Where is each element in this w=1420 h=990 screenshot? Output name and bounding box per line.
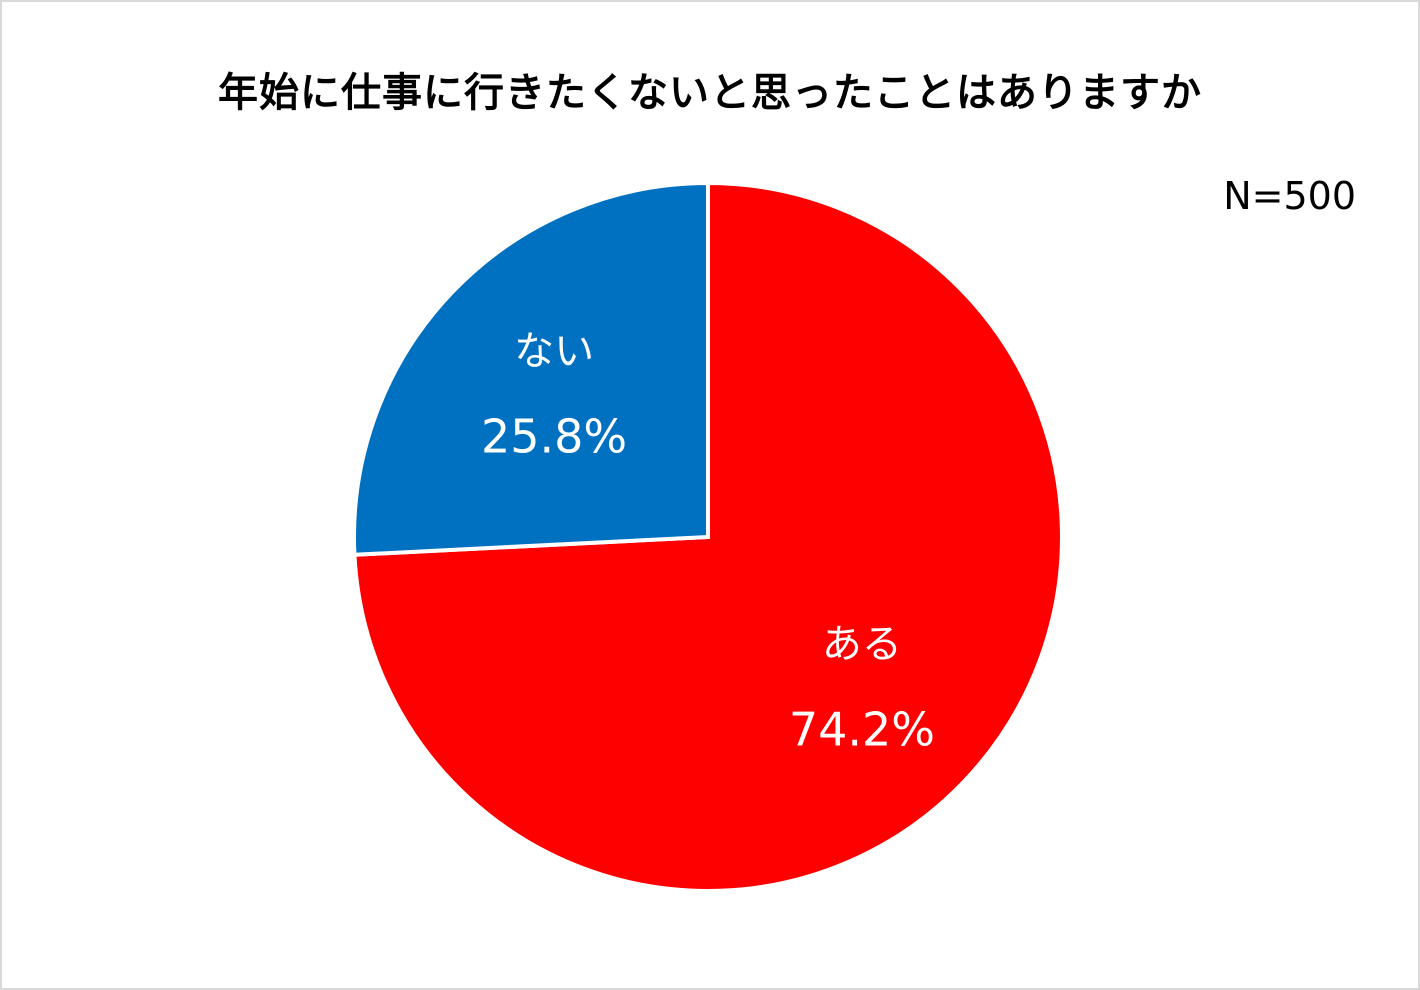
slice-category-label: ない: [514, 329, 594, 375]
sample-size-annotation: N=500: [1223, 174, 1356, 218]
slice-category-label: ある: [822, 621, 902, 667]
slice-percent-label: 74.2%: [789, 702, 935, 756]
slice-percent-label: 25.8%: [481, 410, 627, 464]
pie-slice-nai: [352, 180, 710, 557]
chart-title: 年始に仕事に行きたくないと思ったことはありますか: [218, 70, 1202, 116]
